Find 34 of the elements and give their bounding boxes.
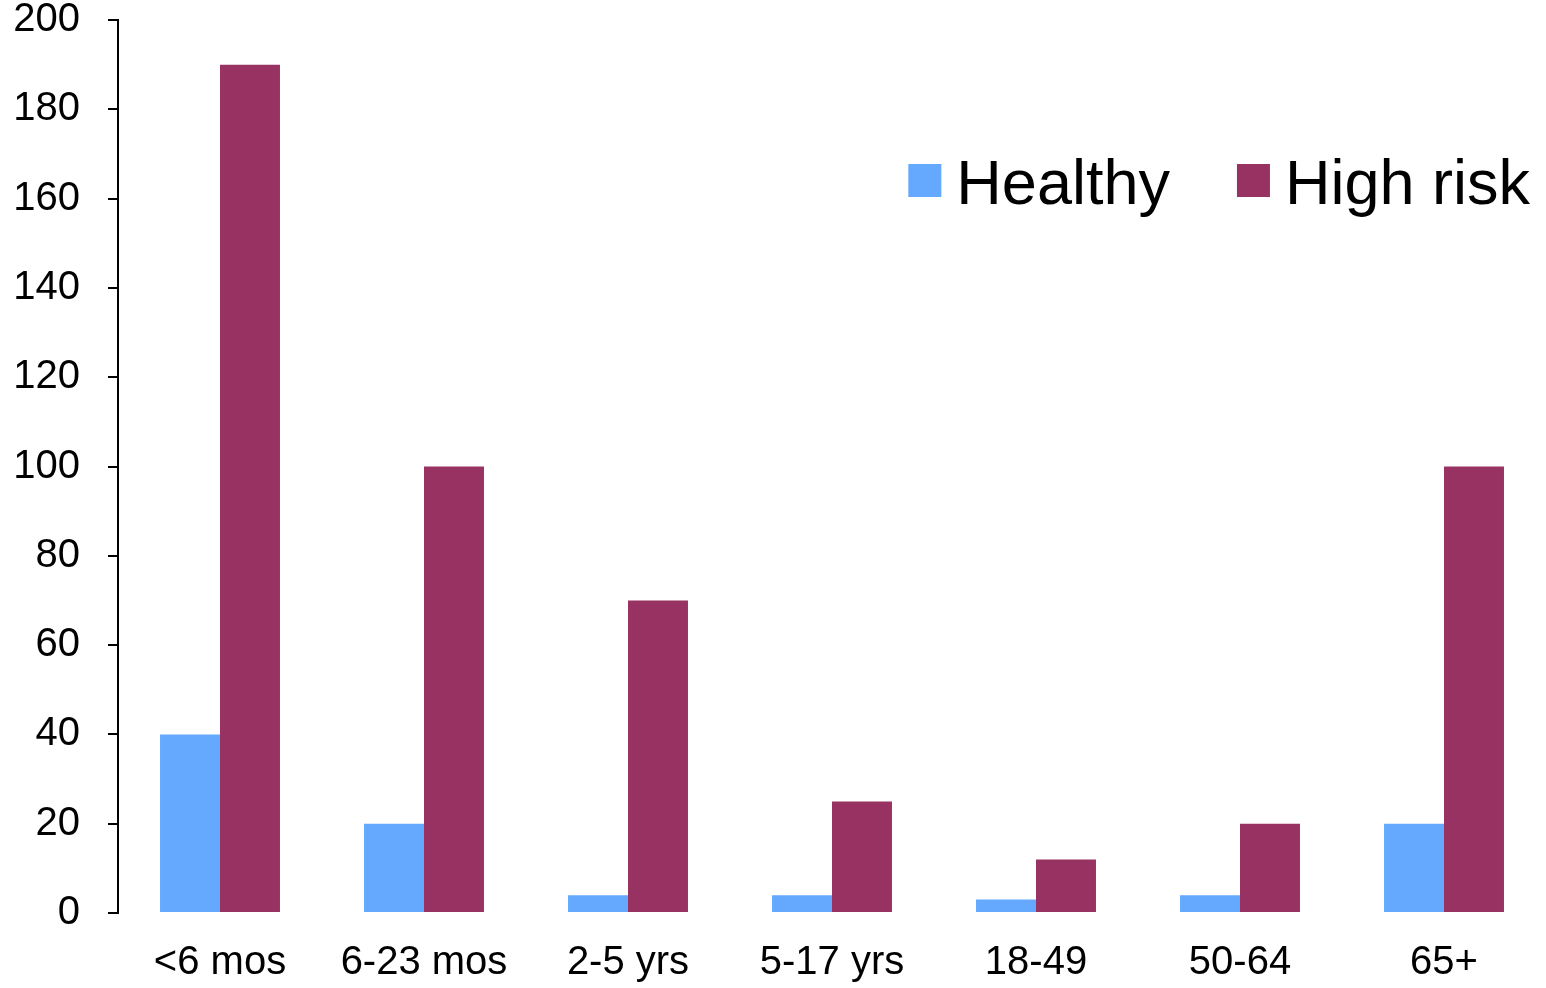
- bar: [628, 600, 688, 912]
- x-tick-label: 50-64: [1188, 938, 1292, 983]
- y-tick-label: 80: [35, 530, 80, 575]
- x-tick-label: <6 mos: [153, 938, 287, 983]
- y-tick-label: 20: [35, 798, 80, 843]
- y-tick-label: 40: [35, 709, 80, 754]
- y-tick-label: 180: [13, 84, 80, 129]
- y-tick-label: 120: [13, 352, 80, 397]
- bar: [1036, 859, 1096, 912]
- bar: [364, 823, 424, 912]
- y-tick-label: 160: [13, 173, 80, 218]
- bar: [424, 466, 484, 912]
- x-tick-label: 6-23 mos: [340, 938, 508, 983]
- bar: [1384, 823, 1444, 912]
- legend-label: High risk: [1284, 147, 1531, 218]
- y-tick-label: 100: [13, 441, 80, 486]
- bar: [1444, 466, 1504, 912]
- bar: [568, 895, 628, 912]
- legend-label: Healthy: [956, 147, 1171, 218]
- x-tick-label: 65+: [1410, 938, 1478, 983]
- bar: [832, 801, 892, 912]
- x-tick-label: 18-49: [984, 938, 1088, 983]
- bar: [1180, 895, 1240, 912]
- bar: [220, 64, 280, 912]
- x-tick-label: 5-17 yrs: [759, 938, 905, 983]
- y-tick-label: 0: [57, 888, 80, 933]
- y-tick-label: 140: [13, 262, 80, 307]
- bar: [772, 895, 832, 912]
- bar: [1240, 823, 1300, 912]
- bar: [160, 734, 220, 912]
- x-tick-label: 2-5 yrs: [566, 938, 690, 983]
- bar: [976, 899, 1036, 912]
- y-tick-label: 60: [35, 620, 80, 665]
- y-tick-label: 200: [13, 0, 80, 40]
